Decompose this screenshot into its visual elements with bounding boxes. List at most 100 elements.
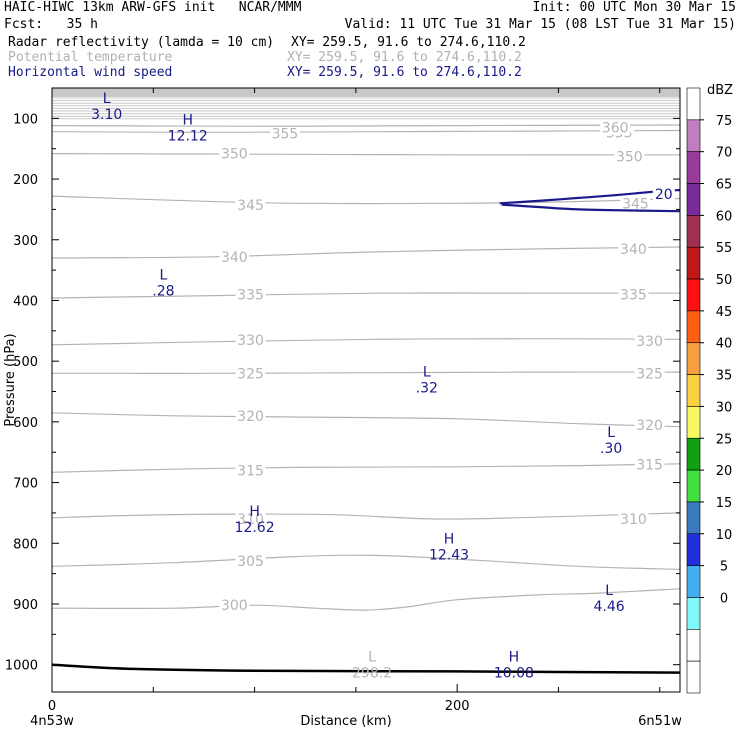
colorbar-label-30: 30	[716, 400, 733, 415]
theta-label-320: 320	[237, 409, 264, 425]
theta-label-355: 355	[272, 127, 299, 143]
colorbar-segment	[686, 215, 701, 248]
theta-label-300: 300	[221, 598, 248, 614]
contour-label-bg	[235, 407, 266, 423]
theta-label-350: 350	[221, 147, 248, 163]
contour-label-bg	[618, 286, 649, 302]
valid-time: Valid: 11 UTC Tue 31 Mar 15 (08 LST Tue …	[344, 17, 736, 32]
contour-label-bg	[235, 552, 266, 568]
theta-contour-300	[51, 588, 681, 611]
y-tick-label-500: 500	[13, 355, 38, 370]
theta-label-305: 305	[237, 554, 264, 570]
upper-shading	[52, 88, 680, 120]
wind-label-20: 20	[655, 187, 673, 203]
colorbar-label-5: 5	[720, 560, 728, 575]
contour-label-bg	[620, 195, 651, 211]
theta-label-315: 315	[237, 463, 264, 479]
field-xy-wind: XY= 259.5, 91.6 to 274.6,110.2	[287, 65, 522, 80]
theta-label-350: 350	[616, 150, 643, 166]
y-tick-label-300: 300	[13, 234, 38, 249]
colorbar-label-15: 15	[716, 496, 733, 511]
theta-label-310: 310	[237, 512, 264, 528]
contour-label-bg	[614, 148, 645, 164]
init-time: Init: 00 UTC Mon 30 Mar 15	[532, 0, 737, 15]
theta-label-320: 320	[636, 418, 663, 434]
field-legend-reflectivity: Radar reflectivity (lamda = 10 cm)	[8, 35, 275, 50]
hl-letter-H: H	[249, 504, 260, 520]
theta-label-330: 330	[237, 333, 264, 349]
theta-label-315: 315	[636, 457, 663, 473]
x-axis-label: Distance (km)	[300, 714, 391, 729]
theta-contour-330	[51, 338, 681, 346]
hl-value-298.2: 298.2	[352, 666, 392, 682]
hl-value-3.10: 3.10	[91, 107, 122, 123]
contour-label-bg	[235, 197, 266, 213]
theta-contour-355	[51, 129, 681, 133]
y-axis-label: Pressure (hPa)	[3, 333, 18, 426]
colorbar-label-70: 70	[716, 146, 733, 161]
colorbar-label-10: 10	[716, 528, 733, 543]
theta-contour-310	[51, 512, 681, 520]
theta-contour-345	[51, 195, 681, 205]
theta-label-360: 360	[602, 120, 629, 136]
contour-label-bg	[634, 416, 665, 432]
y-tick-label-600: 600	[13, 416, 38, 431]
y-tick-label-200: 200	[13, 173, 38, 188]
colorbar-segment	[686, 342, 701, 375]
colorbar-segment	[686, 151, 701, 184]
colorbar-label-45: 45	[716, 305, 733, 320]
contour-label-bg	[235, 286, 266, 302]
theta-contour-340	[51, 246, 681, 259]
colorbar-label-55: 55	[716, 241, 733, 256]
theta-contour-320	[51, 412, 681, 428]
colorbar-segment	[686, 597, 701, 630]
theta-label-340: 340	[221, 250, 248, 266]
terrain-line	[51, 663, 681, 674]
hl-value-.28: .28	[152, 283, 174, 299]
y-tick-label-400: 400	[13, 294, 38, 309]
theta-label-345: 345	[622, 196, 649, 212]
theta-contour-335	[51, 292, 680, 299]
colorbar-segment	[686, 565, 701, 598]
colorbar-segment	[686, 533, 701, 566]
contour-label-bg	[618, 240, 649, 256]
y-tick-label-100: 100	[13, 112, 38, 127]
x-tick-label-0: 0	[48, 699, 56, 714]
theta-contour-325	[51, 371, 681, 374]
hl-value-12.43: 12.43	[429, 547, 469, 563]
contour-label-bg	[634, 456, 665, 472]
colorbar-label-20: 20	[716, 464, 733, 479]
hl-value-10.08: 10.08	[494, 666, 534, 682]
hl-letter-L: L	[605, 583, 613, 599]
top-shading	[52, 88, 680, 97]
colorbar-segment	[686, 437, 701, 471]
forecast-hour: Fcst: 35 h	[4, 17, 98, 32]
theta-contour-360	[51, 124, 681, 127]
colorbar-segment	[686, 374, 701, 407]
colorbar-label-75: 75	[716, 114, 733, 129]
contour-label-bg	[219, 145, 250, 161]
wind-contour-20-lower	[501, 203, 681, 213]
contour-label-bg	[219, 597, 250, 613]
hl-letter-L: L	[607, 425, 615, 441]
hl-letter-H: H	[182, 112, 193, 128]
contour-label-bg	[634, 365, 665, 381]
wind-speed-contours: 20	[499, 186, 681, 213]
field-xy-theta: XY= 259.5, 91.6 to 274.6,110.2	[287, 50, 522, 65]
field-xy-reflectivity: XY= 259.5, 91.6 to 274.6,110.2	[291, 35, 526, 50]
field-legend-wind: Horizontal wind speed	[8, 65, 173, 80]
contour-label-bg	[235, 331, 266, 347]
colorbar-label-35: 35	[716, 369, 733, 384]
theta-label-310: 310	[620, 512, 647, 528]
theta-label-340: 340	[620, 242, 647, 258]
contour-label-bg	[652, 186, 675, 202]
colorbar-label-25: 25	[716, 432, 733, 447]
y-tick-label-900: 900	[13, 598, 38, 613]
contour-label-bg	[219, 248, 250, 264]
hl-letter-L: L	[423, 364, 431, 380]
hl-letter-L: L	[103, 91, 111, 107]
terrain-surface	[51, 663, 681, 674]
colorbar-segment	[686, 469, 701, 503]
contour-label-bg	[269, 125, 300, 141]
